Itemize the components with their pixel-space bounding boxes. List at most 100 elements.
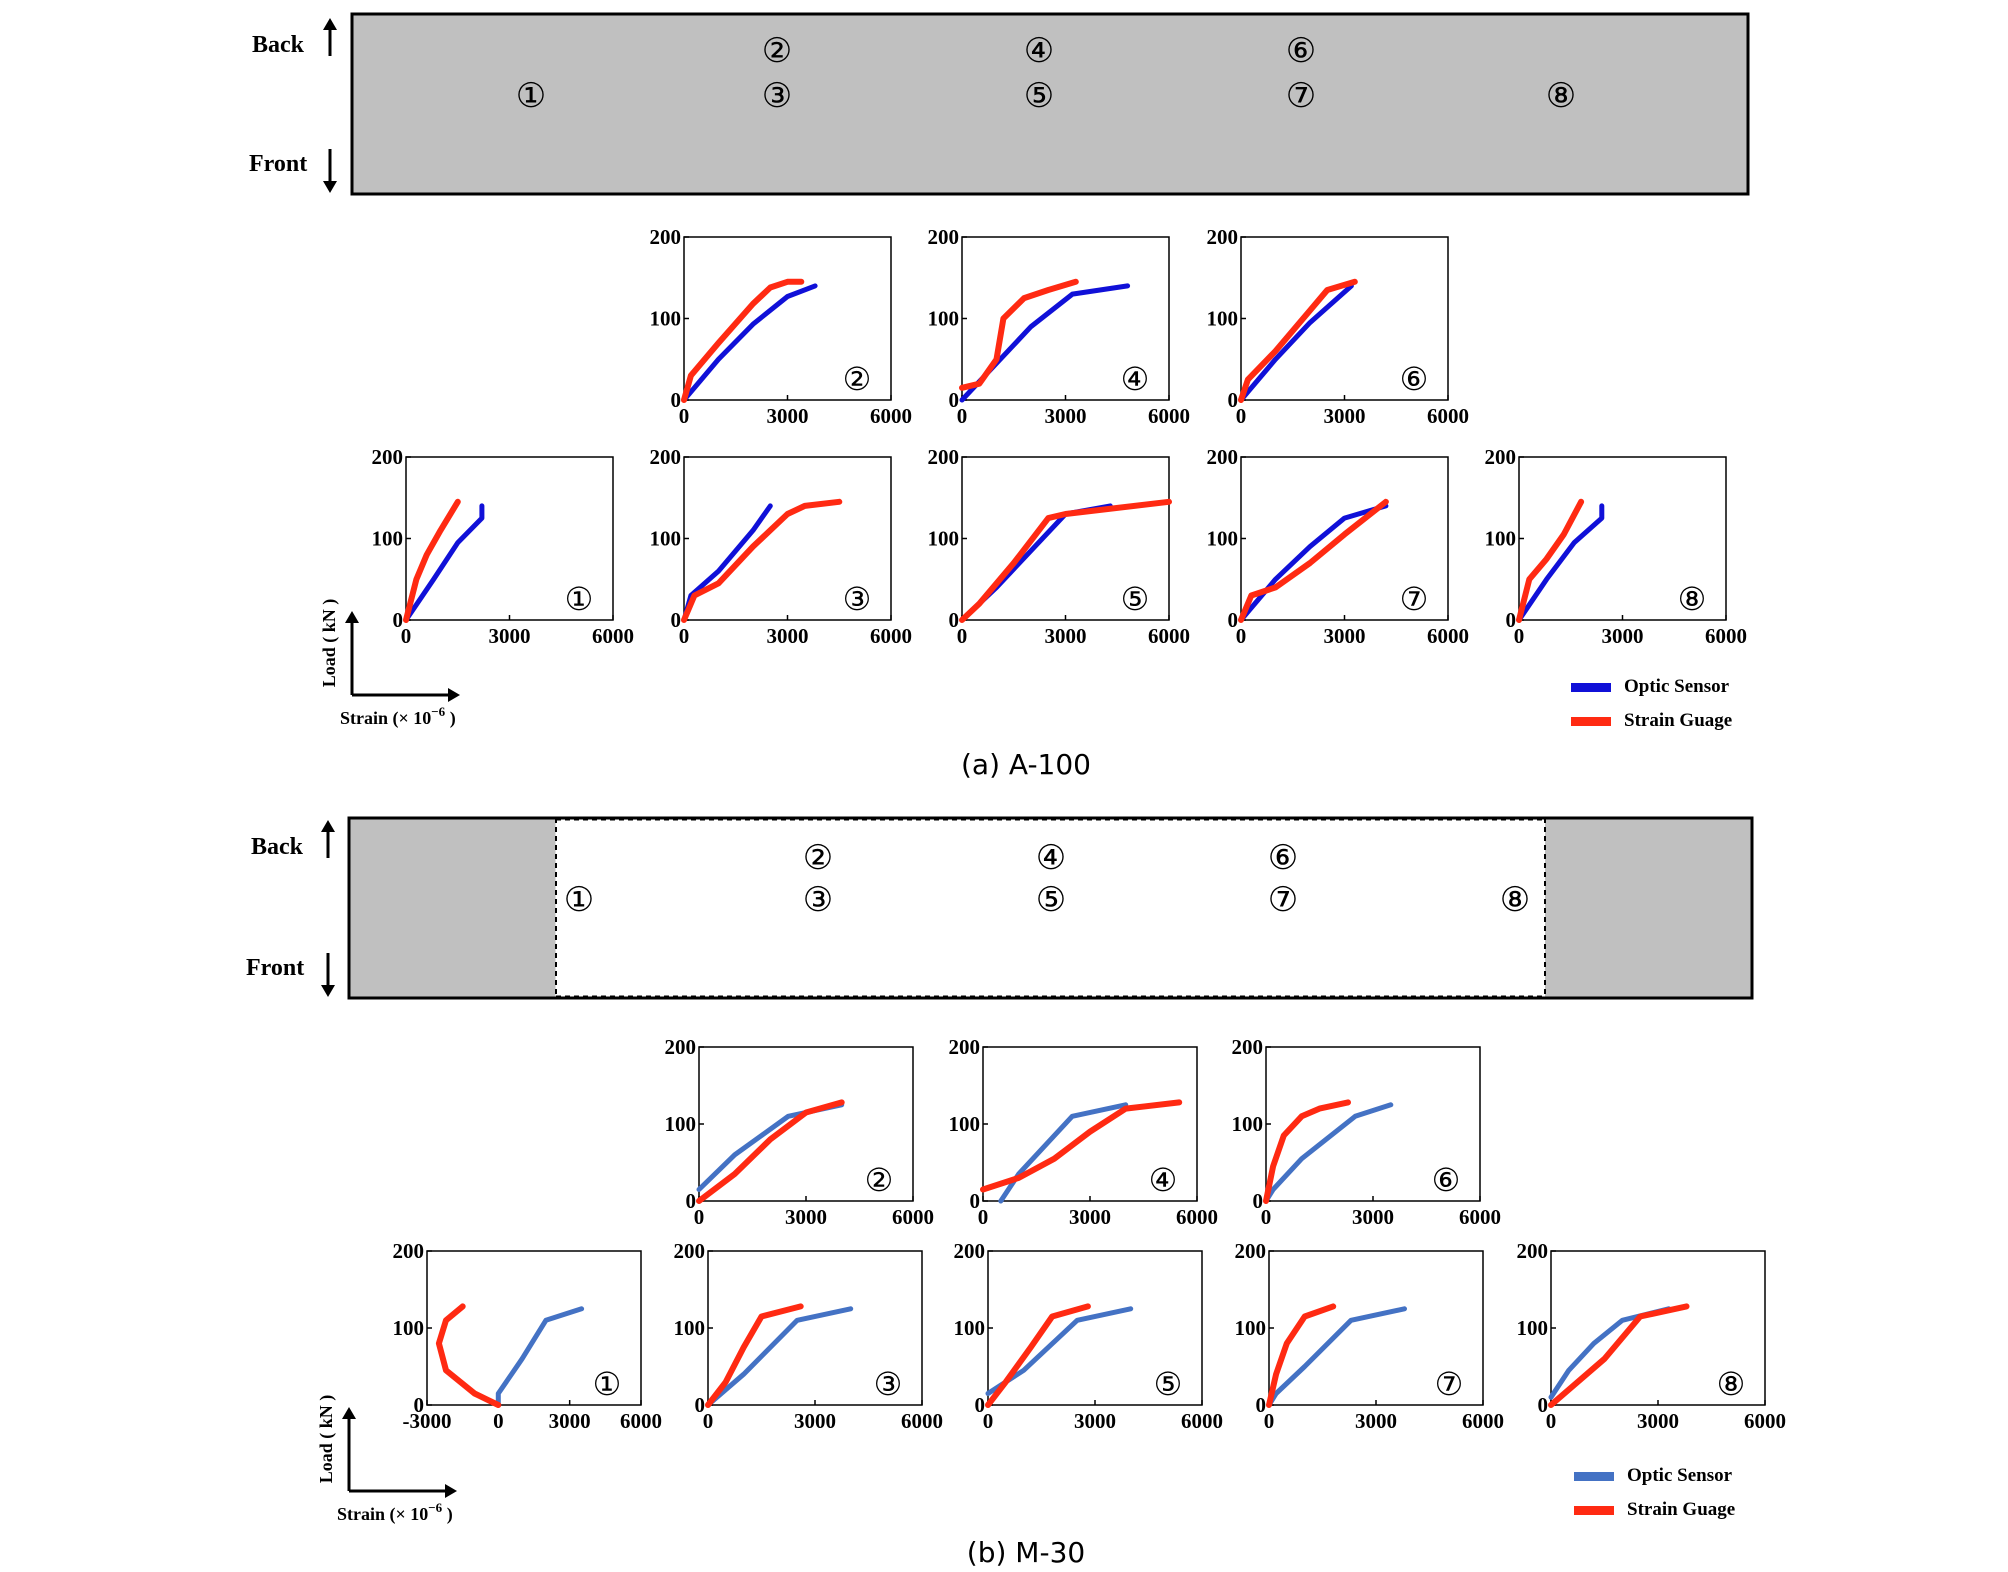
chart-frame: [683, 456, 892, 621]
optic-sensor-line: [681, 283, 818, 403]
strain-gauge-line: [403, 498, 461, 623]
y-tick-label: 200: [665, 1035, 697, 1059]
y-tick-label: 0: [970, 1189, 981, 1213]
chart-15: 0 100 200 0 3000 6000 ⑧: [1517, 1239, 1787, 1433]
chart-frame: [1265, 1046, 1481, 1202]
y-tick-label: 200: [1485, 445, 1517, 469]
x-axis-label-close: ): [442, 1504, 453, 1525]
y-tick-label: 0: [1253, 1189, 1264, 1213]
x-tick-label: 3000: [1069, 1205, 1111, 1229]
y-tick-label: 200: [1235, 1239, 1267, 1263]
legend-label-optic: Optic Sensor: [1627, 1465, 1733, 1486]
x-tick-label: 0: [1261, 1205, 1272, 1229]
legend-swatch-strain: [1574, 1506, 1614, 1515]
optic-sensor-line: [495, 1306, 585, 1408]
x-tick-label: 0: [1236, 624, 1247, 648]
x-tick-label: 6000: [870, 404, 912, 428]
x-tick-label: 3000: [549, 1409, 591, 1433]
x-tick-label: 3000: [1352, 1205, 1394, 1229]
chart-position-label: ①: [593, 1365, 622, 1403]
x-axis-label: Strain (× 10−6 ): [340, 704, 456, 729]
x-tick-label: 0: [703, 1409, 714, 1433]
sensor-position-label: ⑤: [1036, 880, 1066, 920]
strain-gauge-line: [1263, 1099, 1351, 1204]
x-tick-label: 0: [1546, 1409, 1557, 1433]
beam-body: [347, 816, 1754, 1000]
y-direction-arrow-icon: [345, 611, 359, 623]
y-tick-label: 200: [650, 445, 682, 469]
chart-position-label: ①: [565, 580, 594, 618]
y-tick-label: 200: [1517, 1239, 1549, 1263]
y-tick-label: 100: [1517, 1316, 1549, 1340]
y-tick-label: 100: [665, 1112, 697, 1136]
x-tick-label: 6000: [620, 1409, 662, 1433]
y-tick-label: 100: [1232, 1112, 1264, 1136]
y-tick-label: 0: [949, 608, 960, 632]
x-axis-label-text: Strain (× 10: [337, 1504, 428, 1525]
y-tick-label: 100: [650, 307, 682, 331]
chart-5: 0 100 200 0 3000 6000 ⑤: [928, 445, 1191, 648]
chart-position-label: ⑧: [1717, 1365, 1746, 1403]
x-tick-label: 6000: [1459, 1205, 1501, 1229]
chart-position-label: ②: [843, 360, 872, 398]
strain-gauge-line: [959, 278, 1079, 391]
chart-position-label: ④: [1149, 1161, 1178, 1199]
x-tick-label: 0: [679, 404, 690, 428]
x-tick-label: 3000: [1074, 1409, 1116, 1433]
x-tick-label: -3000: [403, 1409, 452, 1433]
sensor-position-label: ①: [516, 76, 546, 116]
chart-13: 0 100 200 0 3000 6000 ⑤: [954, 1239, 1224, 1433]
optic-sensor-line: [1263, 1102, 1394, 1204]
back-arrow-icon: [323, 18, 337, 30]
x-tick-label: 0: [1236, 404, 1247, 428]
x-axis-label-exponent: −6: [428, 1500, 442, 1515]
y-tick-label: 100: [650, 527, 682, 551]
x-direction-arrow-icon: [445, 1484, 457, 1498]
legend-swatch-optic: [1571, 683, 1611, 692]
chart-4: 0 100 200 0 3000 6000 ③: [650, 445, 913, 648]
optic-sensor-line: [1238, 283, 1354, 403]
strain-gauge-line: [435, 1303, 502, 1408]
y-tick-label: 0: [1256, 1393, 1267, 1417]
x-tick-label: 0: [679, 624, 690, 648]
x-tick-label: 3000: [1045, 624, 1087, 648]
x-tick-label: 3000: [1355, 1409, 1397, 1433]
legend-0: Optic Sensor Strain Guage: [1571, 676, 1732, 731]
x-tick-label: 0: [978, 1205, 989, 1229]
y-tick-label: 0: [686, 1189, 697, 1213]
y-tick-label: 100: [1485, 527, 1517, 551]
x-tick-label: 3000: [1324, 404, 1366, 428]
sensor-position-label: ⑧: [1500, 880, 1530, 920]
x-tick-label: 0: [983, 1409, 994, 1433]
y-tick-label: 100: [1235, 1316, 1267, 1340]
chart-position-label: ⑥: [1400, 360, 1429, 398]
y-tick-label: 0: [1506, 608, 1517, 632]
strain-gauge-line: [959, 498, 1172, 623]
y-tick-label: 0: [393, 608, 404, 632]
y-tick-label: 100: [928, 307, 960, 331]
x-tick-label: 6000: [1176, 1205, 1218, 1229]
x-tick-label: 6000: [1427, 624, 1469, 648]
x-tick-label: 0: [1514, 624, 1525, 648]
sensor-position-label: ④: [1024, 31, 1054, 71]
chart-position-label: ⑧: [1678, 580, 1707, 618]
chart-frame: [426, 1250, 642, 1406]
chart-position-label: ③: [874, 1365, 903, 1403]
x-tick-label: 3000: [1637, 1409, 1679, 1433]
y-tick-label: 100: [1207, 527, 1239, 551]
front-arrow-icon: [323, 181, 337, 193]
front-label: Front: [246, 955, 304, 981]
y-tick-label: 100: [393, 1316, 425, 1340]
x-tick-label: 3000: [794, 1409, 836, 1433]
chart-frame: [1518, 456, 1727, 621]
legend-swatch-strain: [1571, 717, 1611, 726]
legend-label-strain: Strain Guage: [1627, 1499, 1735, 1520]
strain-gauge-line: [696, 1099, 845, 1204]
x-tick-label: 6000: [892, 1205, 934, 1229]
chart-2: 0 100 200 0 3000 6000 ⑥: [1207, 225, 1470, 428]
chart-9: 0 100 200 0 3000 6000 ④: [949, 1035, 1219, 1229]
beam-support-right: [1545, 819, 1751, 997]
optic-sensor-line: [403, 503, 485, 623]
beam-diagram-1: Back Front ① ②③ ④⑤ ⑥⑦ ⑧: [246, 816, 1754, 1000]
optic-sensor-line: [705, 1306, 854, 1408]
